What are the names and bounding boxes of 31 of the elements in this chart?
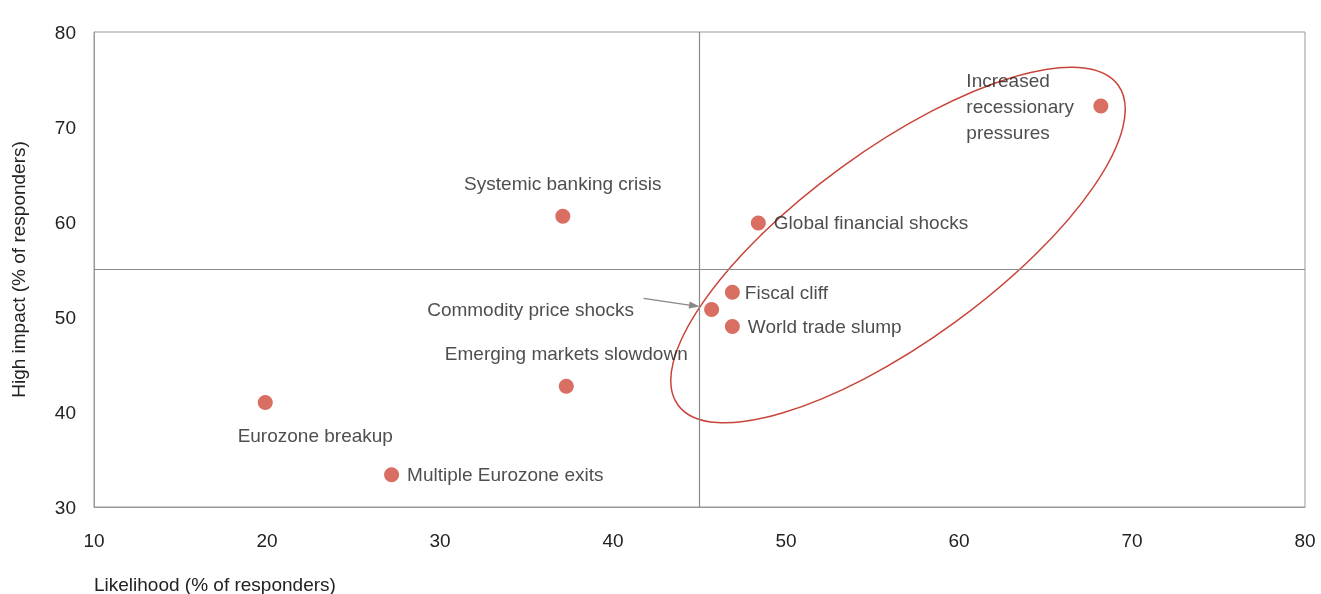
point bbox=[704, 301, 720, 317]
x-tick-label: 60 bbox=[948, 530, 970, 551]
y-tick-label: 40 bbox=[54, 401, 76, 423]
series-label: World trade slump bbox=[747, 316, 902, 337]
y-tick-label: 70 bbox=[54, 116, 76, 138]
y-tick-label: 30 bbox=[54, 496, 76, 518]
y-tick-label: 60 bbox=[54, 211, 76, 233]
text: Commodity price shocks bbox=[427, 298, 635, 320]
x-tick-label: 50 bbox=[775, 530, 797, 551]
y-tick-label: 80 bbox=[54, 21, 76, 43]
y-tick-label: 50 bbox=[54, 306, 76, 328]
point bbox=[257, 395, 273, 410]
series-label: Fiscal cliff bbox=[744, 281, 829, 303]
x-tick-label: 70 bbox=[1121, 530, 1143, 551]
x-tick-label: 10 bbox=[83, 530, 105, 551]
series-label: Eurozone breakup bbox=[237, 424, 393, 446]
y-axis-title: High impact (% of responders) bbox=[8, 141, 29, 398]
point bbox=[1093, 98, 1109, 114]
x-tick-label: 40 bbox=[602, 530, 624, 551]
point bbox=[555, 208, 571, 224]
series-label: Multiple Eurozone exits bbox=[407, 464, 604, 486]
x-tick-label: 20 bbox=[256, 530, 278, 551]
series-label: Global financial shocks bbox=[773, 212, 969, 234]
point bbox=[724, 319, 740, 334]
point bbox=[558, 378, 574, 394]
point bbox=[384, 467, 400, 483]
point bbox=[724, 284, 740, 300]
point bbox=[750, 215, 766, 231]
x-tick-label: 30 bbox=[429, 530, 451, 551]
x-tick-label: 80 bbox=[1294, 530, 1316, 551]
series-label: Systemic banking crisis bbox=[464, 173, 662, 195]
